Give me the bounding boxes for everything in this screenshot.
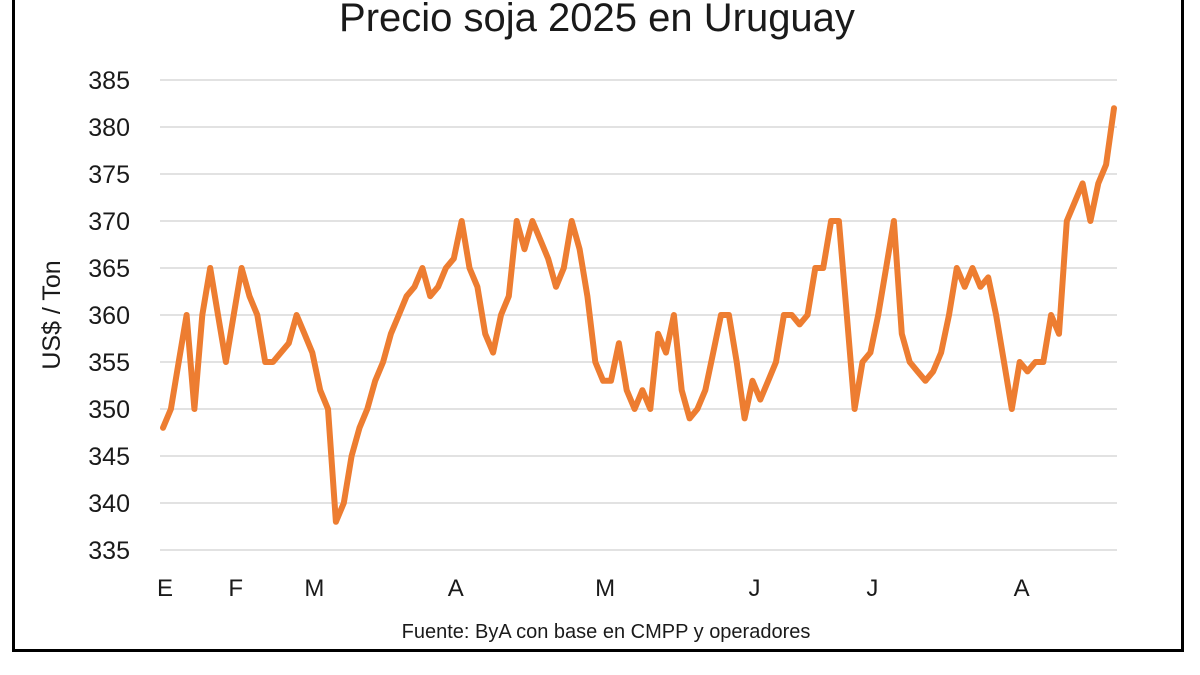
x-tick-label: A: [448, 575, 464, 602]
chart-frame: [12, 0, 1184, 652]
y-tick-label: 385: [88, 67, 130, 95]
chart-source: Fuente: ByA con base en CMPP y operadore…: [402, 621, 811, 643]
chart-title: Precio soja 2025 en Uruguay: [339, 0, 855, 40]
x-tick-label: M: [595, 575, 615, 602]
y-tick-label: 340: [88, 490, 130, 518]
y-axis-label: US$ / Ton: [38, 260, 66, 369]
y-tick-label: 335: [88, 537, 130, 565]
y-tick-label: 350: [88, 396, 130, 424]
y-tick-label: 355: [88, 349, 130, 377]
x-tick-label: A: [1014, 575, 1030, 602]
y-tick-label: 360: [88, 302, 130, 330]
x-tick-label: J: [748, 575, 760, 602]
series-line-soja-price: [160, 105, 1117, 525]
y-tick-label: 380: [88, 114, 130, 142]
y-tick-label: 365: [88, 255, 130, 283]
gridlines: [160, 79, 1117, 551]
y-tick-label: 370: [88, 208, 130, 236]
x-tick-label: J: [866, 575, 878, 602]
x-tick-label: F: [228, 575, 243, 602]
y-tick-label: 345: [88, 443, 130, 471]
x-tick-label: M: [304, 575, 324, 602]
y-axis-ticks: 385 380 375 370 365 360 355 350 345 340 335: [88, 67, 130, 565]
y-tick-label: 375: [88, 161, 130, 189]
x-tick-label: E: [157, 575, 173, 602]
